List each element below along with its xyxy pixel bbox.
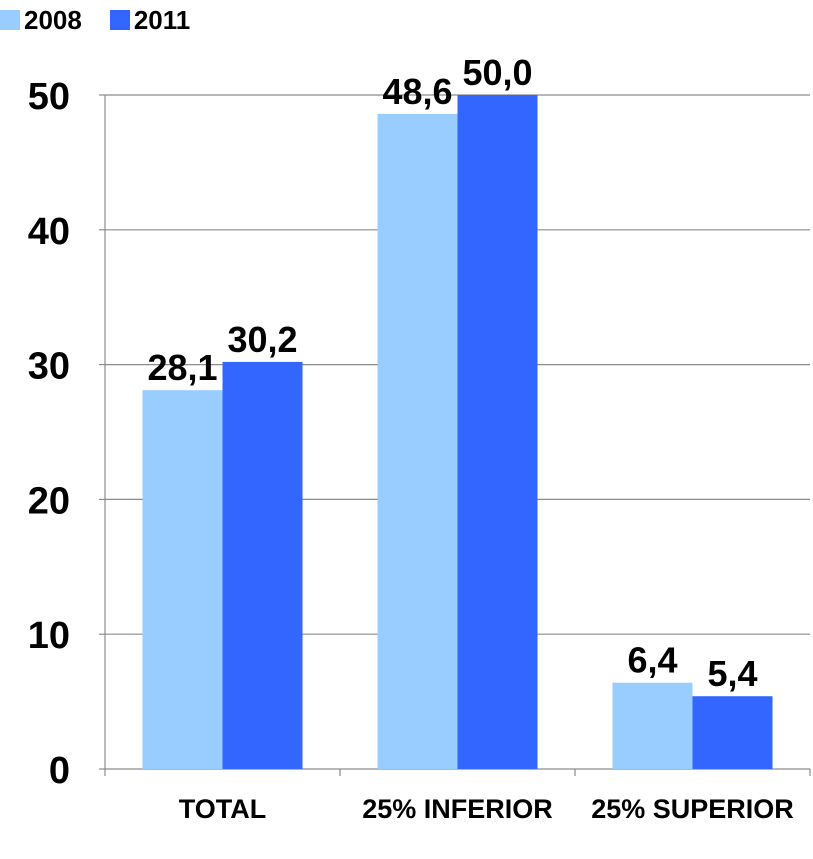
bar-2008-2 xyxy=(612,682,693,769)
bar-2011-1 xyxy=(457,95,538,769)
y-tick-label: 50 xyxy=(28,76,70,118)
y-tick-label: 30 xyxy=(28,346,70,388)
x-tick-label: 25% INFERIOR xyxy=(362,794,553,824)
bar-2008-0 xyxy=(142,390,223,769)
data-label: 5,4 xyxy=(707,653,757,694)
legend: 2008 2011 xyxy=(0,2,218,38)
legend-label-2011: 2011 xyxy=(133,4,191,35)
legend-item-2008: 2008 xyxy=(0,5,82,36)
data-label: 50,0 xyxy=(462,52,532,93)
y-tick-label: 40 xyxy=(28,211,70,253)
legend-swatch-2008 xyxy=(0,10,20,30)
data-label: 28,1 xyxy=(147,347,217,388)
bar-2008-1 xyxy=(377,113,458,769)
legend-swatch-2011 xyxy=(109,10,130,30)
y-tick-label: 20 xyxy=(28,480,70,522)
legend-label-2008: 2008 xyxy=(24,4,82,35)
data-label: 30,2 xyxy=(227,319,297,360)
x-tick-label: 25% SUPERIOR xyxy=(591,794,794,824)
bar-2011-2 xyxy=(692,696,773,769)
data-label: 48,6 xyxy=(382,71,452,112)
y-tick-label: 10 xyxy=(28,615,70,657)
bar-2011-0 xyxy=(222,361,303,769)
legend-item-2011: 2011 xyxy=(109,4,191,36)
x-tick-label: TOTAL xyxy=(179,794,267,824)
y-tick-label: 0 xyxy=(49,750,70,792)
data-label: 6,4 xyxy=(627,640,677,681)
